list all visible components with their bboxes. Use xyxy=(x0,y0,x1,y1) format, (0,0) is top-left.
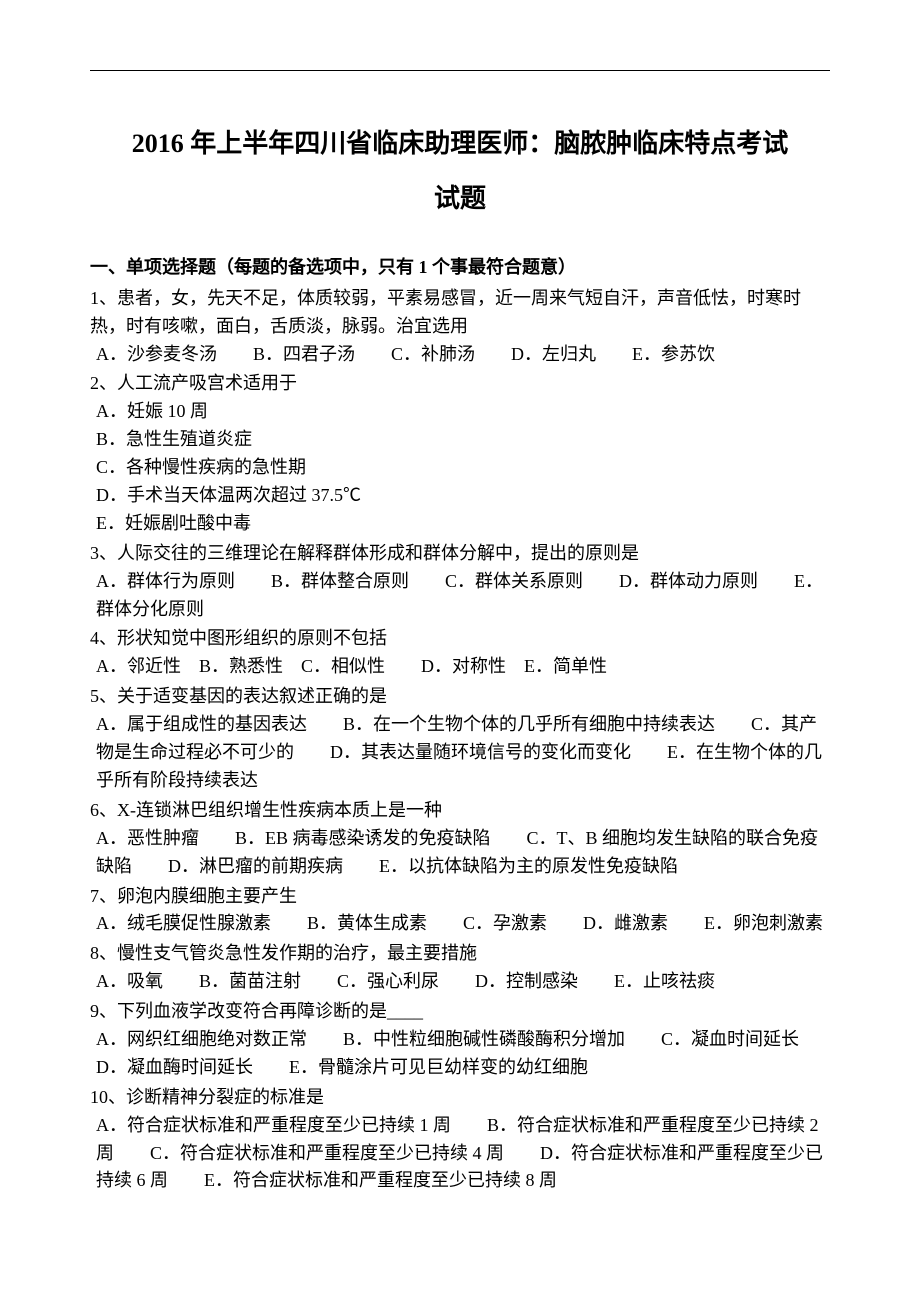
question-text: 4、形状知觉中图形组织的原则不包括 xyxy=(90,625,830,653)
options-line: A．邻近性 B．熟悉性 C．相似性 D．对称性 E．简单性 xyxy=(90,653,830,681)
option-line: C．各种慢性疾病的急性期 xyxy=(90,454,830,482)
options-line: A．群体行为原则 B．群体整合原则 C．群体关系原则 D．群体动力原则 E．群体… xyxy=(90,568,830,624)
question-block: 5、关于适变基因的表达叙述正确的是A．属于组成性的基因表达 B．在一个生物个体的… xyxy=(90,683,830,795)
question-block: 2、人工流产吸宫术适用于A．妊娠 10 周B．急性生殖道炎症C．各种慢性疾病的急… xyxy=(90,370,830,537)
options-line: A．网织红细胞绝对数正常 B．中性粒细胞碱性磷酸酶积分增加 C．凝血时间延长 D… xyxy=(90,1026,830,1082)
options-line: A．绒毛膜促性腺激素 B．黄体生成素 C．孕激素 D．雌激素 E．卵泡刺激素 xyxy=(90,910,830,938)
question-text: 10、诊断精神分裂症的标准是 xyxy=(90,1084,830,1112)
question-text: 5、关于适变基因的表达叙述正确的是 xyxy=(90,683,830,711)
document-title: 2016 年上半年四川省临床助理医师：脑脓肿临床特点考试 xyxy=(90,121,830,168)
option-line: A．妊娠 10 周 xyxy=(90,398,830,426)
option-line: D．手术当天体温两次超过 37.5℃ xyxy=(90,482,830,510)
question-text: 1、患者，女，先天不足，体质较弱，平素易感冒，近一周来气短自汗，声音低怯，时寒时… xyxy=(90,285,830,341)
question-block: 8、慢性支气管炎急性发作期的治疗，最主要措施A．吸氧 B．菌苗注射 C．强心利尿… xyxy=(90,940,830,996)
question-block: 3、人际交往的三维理论在解释群体形成和群体分解中，提出的原则是A．群体行为原则 … xyxy=(90,540,830,624)
options-line: A．恶性肿瘤 B．EB 病毒感染诱发的免疫缺陷 C．T、B 细胞均发生缺陷的联合… xyxy=(90,825,830,881)
question-text: 8、慢性支气管炎急性发作期的治疗，最主要措施 xyxy=(90,940,830,968)
questions-container: 1、患者，女，先天不足，体质较弱，平素易感冒，近一周来气短自汗，声音低怯，时寒时… xyxy=(90,285,830,1196)
question-block: 7、卵泡内膜细胞主要产生A．绒毛膜促性腺激素 B．黄体生成素 C．孕激素 D．雌… xyxy=(90,883,830,939)
question-block: 4、形状知觉中图形组织的原则不包括A．邻近性 B．熟悉性 C．相似性 D．对称性… xyxy=(90,625,830,681)
options-line: A．沙参麦冬汤 B．四君子汤 C．补肺汤 D．左归丸 E．参苏饮 xyxy=(90,341,830,369)
question-block: 1、患者，女，先天不足，体质较弱，平素易感冒，近一周来气短自汗，声音低怯，时寒时… xyxy=(90,285,830,369)
question-text: 9、下列血液学改变符合再障诊断的是____ xyxy=(90,998,830,1026)
question-text: 7、卵泡内膜细胞主要产生 xyxy=(90,883,830,911)
document-subtitle: 试题 xyxy=(90,178,830,215)
horizontal-divider xyxy=(90,70,830,71)
question-text: 2、人工流产吸宫术适用于 xyxy=(90,370,830,398)
option-line: E．妊娠剧吐酸中毒 xyxy=(90,510,830,538)
question-text: 3、人际交往的三维理论在解释群体形成和群体分解中，提出的原则是 xyxy=(90,540,830,568)
options-line: A．吸氧 B．菌苗注射 C．强心利尿 D．控制感染 E．止咳祛痰 xyxy=(90,968,830,996)
question-text: 6、X-连锁淋巴组织增生性疾病本质上是一种 xyxy=(90,797,830,825)
options-line: A．符合症状标准和严重程度至少已持续 1 周 B．符合症状标准和严重程度至少已持… xyxy=(90,1112,830,1196)
question-block: 6、X-连锁淋巴组织增生性疾病本质上是一种A．恶性肿瘤 B．EB 病毒感染诱发的… xyxy=(90,797,830,881)
question-block: 9、下列血液学改变符合再障诊断的是____A．网织红细胞绝对数正常 B．中性粒细… xyxy=(90,998,830,1082)
options-line: A．属于组成性的基因表达 B．在一个生物个体的几乎所有细胞中持续表达 C．其产物… xyxy=(90,711,830,795)
section-header: 一、单项选择题（每题的备选项中，只有 1 个事最符合题意） xyxy=(90,253,830,279)
question-block: 10、诊断精神分裂症的标准是A．符合症状标准和严重程度至少已持续 1 周 B．符… xyxy=(90,1084,830,1196)
option-line: B．急性生殖道炎症 xyxy=(90,426,830,454)
